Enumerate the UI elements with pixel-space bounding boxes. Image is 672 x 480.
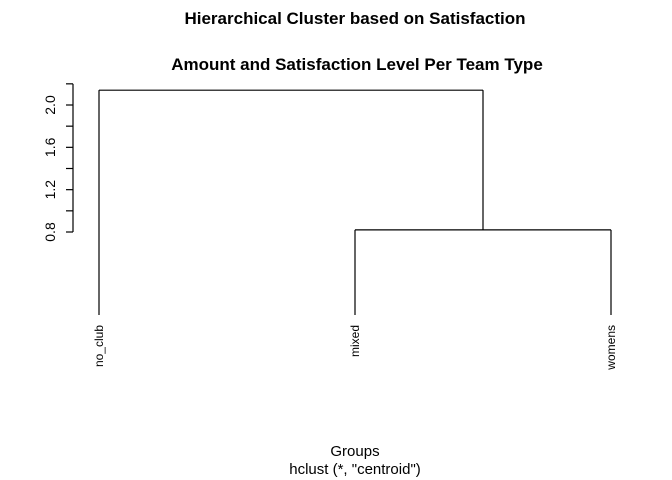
chart-subtitle: Amount and Satisfaction Level Per Team T…: [171, 55, 543, 74]
y-tick-label: 1.2: [42, 180, 58, 200]
y-tick-label: 0.8: [42, 222, 58, 242]
leaf-label-mixed: mixed: [348, 325, 362, 357]
chart-title: Hierarchical Cluster based on Satisfacti…: [184, 9, 525, 28]
x-axis-label: Groups: [330, 443, 379, 460]
y-tick-label: 2.0: [42, 95, 58, 115]
x-axis-sublabel: hclust (*, "centroid"): [289, 461, 421, 478]
y-tick-label: 1.6: [42, 137, 58, 157]
y-axis: 0.8 1.2 1.6 2.0: [42, 83, 74, 242]
dendrogram-tree: [98, 89, 612, 315]
leaf-labels: no_club mixed womens: [92, 325, 618, 371]
leaf-label-no-club: no_club: [92, 325, 106, 367]
leaf-label-womens: womens: [604, 325, 618, 371]
